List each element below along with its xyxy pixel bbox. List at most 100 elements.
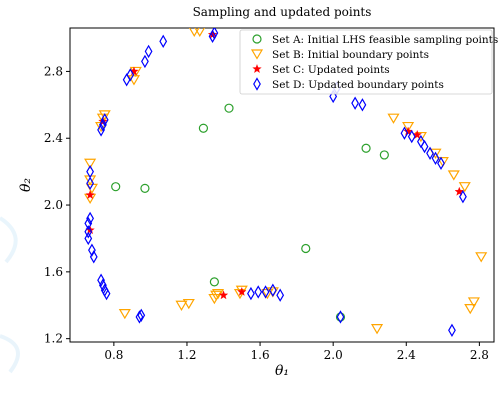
point-diamond: [420, 139, 429, 154]
point-triangle-down: [464, 303, 477, 315]
y-tick-label: 2.4: [44, 131, 63, 145]
legend-entry: Set C: Updated points: [252, 64, 390, 76]
point-diamond: [254, 285, 263, 299]
legend-entry: Set B: Initial boundary points: [250, 49, 429, 61]
point-circle: [209, 277, 219, 287]
series-d: [84, 28, 467, 338]
point-circle: [111, 182, 121, 192]
legend-marker-diamond: [253, 77, 261, 91]
point-diamond: [407, 129, 416, 144]
legend-label: Set C: Updated points: [272, 64, 390, 76]
point-diamond: [137, 308, 146, 322]
legend-label: Set B: Initial boundary points: [272, 49, 429, 61]
point-diamond: [210, 28, 219, 40]
series-a: [111, 103, 389, 322]
legend-marker-circle: [252, 34, 262, 44]
point-star: [85, 190, 95, 200]
point-circle: [379, 150, 389, 160]
x-tick-label: 2.0: [324, 348, 343, 362]
point-diamond: [426, 146, 434, 160]
point-star: [412, 129, 422, 139]
point-triangle-down: [370, 324, 384, 335]
point-diamond: [247, 286, 255, 301]
legend-entry: Set D: Updated boundary points: [253, 77, 444, 91]
point-triangle-down: [447, 170, 460, 181]
swirl-logo-icon: [0, 216, 20, 374]
x-tick-label: 1.6: [251, 348, 270, 362]
x-axis: 0.8 1.2 1.6 2.0 2.4 2.8: [104, 342, 489, 362]
point-circle: [198, 123, 209, 133]
y-tick-label: 1.6: [44, 265, 63, 279]
point-diamond: [86, 211, 94, 226]
point-triangle-down: [98, 110, 111, 121]
point-triangle-down: [467, 297, 480, 308]
point-circle: [335, 312, 346, 322]
y-axis: 1.2 1.6 2.0 2.4 2.8: [44, 64, 70, 346]
point-diamond: [97, 273, 105, 287]
point-circle: [140, 183, 150, 193]
y-axis-label: θ₂: [18, 178, 34, 192]
x-tick-label: 0.8: [104, 348, 123, 362]
point-diamond: [84, 216, 93, 231]
point-triangle-down: [127, 75, 141, 86]
point-diamond: [400, 126, 409, 140]
point-triangle-down: [402, 121, 415, 133]
point-diamond: [99, 118, 107, 132]
point-diamond: [144, 44, 153, 59]
point-diamond: [351, 96, 359, 110]
legend-box: [239, 29, 493, 95]
point-circle: [361, 143, 371, 153]
point-triangle-down: [194, 28, 206, 38]
point-circle: [224, 103, 234, 113]
point-diamond: [358, 98, 367, 112]
legend-marker-triangle-down: [250, 49, 264, 60]
point-diamond: [102, 286, 111, 301]
point-star: [237, 286, 247, 296]
point-triangle-down: [436, 157, 449, 168]
point-diamond: [329, 89, 338, 104]
y-tick-label: 2.0: [44, 198, 63, 212]
point-diamond: [141, 54, 149, 69]
legend: Set A: Initial LHS feasible sampling poi…: [239, 29, 498, 95]
point-diamond: [126, 68, 135, 82]
point-triangle-down: [182, 298, 195, 310]
point-diamond: [448, 323, 456, 338]
legend-entry: Set A: Initial LHS feasible sampling poi…: [252, 34, 498, 46]
point-diamond: [276, 288, 285, 302]
point-triangle-down: [475, 252, 488, 263]
data-points: [84, 28, 488, 338]
point-triangle-down: [210, 290, 223, 301]
x-tick-label: 2.4: [397, 348, 416, 362]
legend-marker-star: [252, 64, 262, 73]
point-diamond: [100, 113, 109, 127]
chart-title: Sampling and updated points: [193, 5, 372, 19]
y-tick-label: 1.2: [44, 332, 63, 346]
point-star: [218, 290, 229, 300]
point-diamond: [431, 151, 440, 165]
point-diamond: [97, 123, 105, 137]
point-triangle-down: [175, 300, 188, 311]
point-star: [454, 186, 464, 196]
x-tick-label: 2.8: [470, 348, 489, 362]
point-diamond: [208, 29, 217, 44]
point-diamond: [336, 310, 345, 324]
x-axis-label: θ₁: [275, 363, 289, 379]
point-diamond: [459, 189, 467, 204]
point-diamond: [261, 285, 270, 299]
point-triangle-down: [84, 158, 97, 169]
legend-label: Set A: Initial LHS feasible sampling poi…: [272, 34, 498, 46]
point-diamond: [89, 250, 98, 264]
y-tick-label: 2.8: [44, 64, 63, 78]
x-tick-label: 1.2: [177, 348, 196, 362]
legend-label: Set D: Updated boundary points: [272, 79, 444, 91]
point-diamond: [135, 310, 144, 324]
point-diamond: [159, 34, 168, 49]
point-diamond: [437, 156, 445, 170]
point-circle: [301, 243, 311, 254]
point-triangle-down: [118, 309, 131, 320]
point-diamond: [417, 134, 425, 149]
point-triangle-down: [458, 182, 471, 193]
plot-frame: [69, 27, 495, 343]
point-diamond: [84, 225, 93, 239]
